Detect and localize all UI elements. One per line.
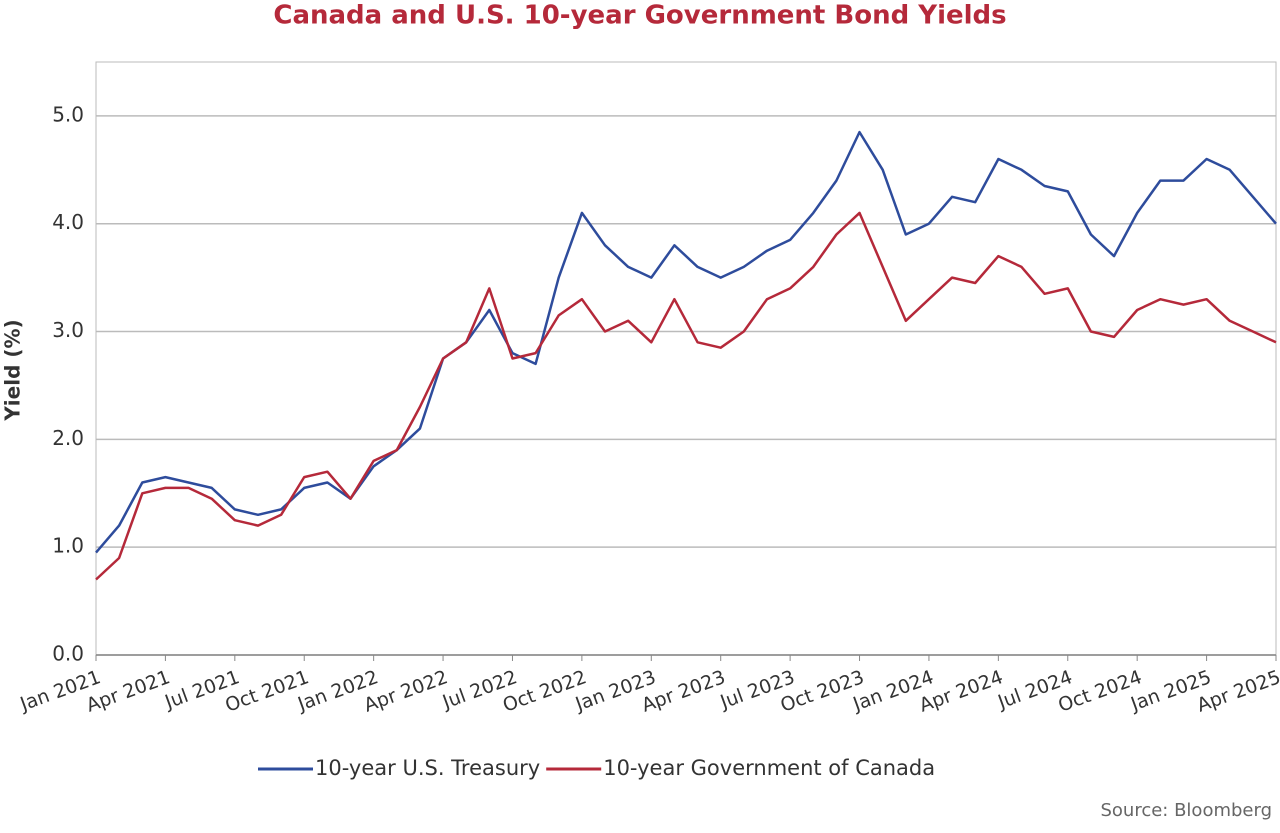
series-line (95, 130, 1277, 554)
plot-frame (95, 61, 1277, 656)
y-tick-label: 4.0 (52, 210, 84, 234)
source-note: Source: Bloomberg (1100, 800, 1272, 821)
y-axis-label: Yield (%) (1, 319, 25, 421)
y-tick-label: 1.0 (52, 534, 84, 558)
y-tick-label: 3.0 (52, 318, 84, 342)
chart-title: Canada and U.S. 10-year Government Bond … (273, 1, 1006, 31)
legend-label: 10-year U.S. Treasury (315, 756, 540, 780)
legend-label: 10-year Government of Canada (603, 756, 935, 780)
series-line (95, 211, 1277, 581)
y-tick-label: 2.0 (52, 426, 84, 450)
y-tick-label: 5.0 (52, 102, 84, 126)
y-tick-label: 0.0 (52, 642, 84, 666)
